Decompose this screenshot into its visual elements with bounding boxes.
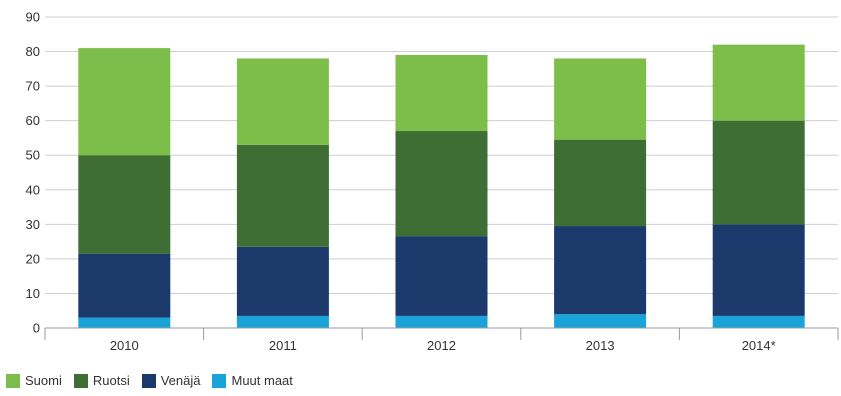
x-tick-label: 2014* (742, 338, 776, 353)
stacked-bar-chart: 0 10 20 30 40 50 60 70 80 90 2010 2011 2012 2013 2014… (26, 10, 839, 353)
y-tick-label: 0 (33, 321, 40, 336)
chart-legend: Suomi Ruotsi Venäjä Muut maat (6, 373, 305, 388)
bar-segment-ruotsi (236, 144, 329, 247)
bar-segment-venäjä (712, 224, 805, 316)
x-tick-label: 2011 (269, 338, 297, 353)
bar-segment-muut-maat (554, 314, 647, 328)
bar-segment-muut-maat (236, 315, 329, 328)
legend-swatch (73, 373, 88, 388)
bar-segment-venäjä (554, 226, 647, 315)
legend-swatch (6, 373, 20, 388)
y-tick-label: 90 (26, 10, 40, 25)
bar-segment-muut-maat (78, 317, 171, 328)
legend-label: Muut maat (231, 373, 293, 388)
legend-label: Venäjä (160, 373, 201, 388)
bars (78, 44, 805, 328)
legend-label: Ruotsi (92, 373, 130, 388)
legend-swatch (212, 373, 227, 388)
bar-segment-suomi (78, 48, 171, 156)
bar-segment-venäjä (78, 253, 171, 318)
bar-segment-venäjä (395, 236, 488, 316)
y-tick-label: 30 (26, 217, 40, 232)
y-tick-label: 40 (26, 182, 40, 197)
bar-segment-muut-maat (395, 315, 488, 328)
legend-item: Suomi (6, 373, 62, 388)
y-tick-label: 80 (26, 44, 40, 59)
y-tick-label: 70 (26, 79, 40, 94)
legend-item: Muut maat (212, 373, 293, 388)
bar-segment-muut-maat (712, 315, 805, 328)
x-tick-label: 2010 (110, 338, 139, 353)
bar-segment-suomi (554, 58, 647, 140)
y-tick-label: 60 (26, 113, 40, 128)
bar-segment-suomi (236, 58, 329, 145)
bar-segment-ruotsi (395, 131, 488, 237)
x-axis-ticks: 2010 2011 2012 2013 2014* (110, 338, 776, 353)
x-tick-label: 2013 (586, 338, 615, 353)
legend-item: Ruotsi (73, 373, 130, 388)
bar-segment-ruotsi (712, 120, 805, 225)
x-axis (44, 327, 839, 340)
bar-segment-suomi (712, 44, 805, 121)
y-tick-label: 20 (26, 251, 40, 266)
y-tick-label: 50 (26, 148, 40, 163)
bar-segment-suomi (395, 55, 488, 132)
bar-segment-venäjä (236, 246, 329, 316)
legend-item: Venäjä (141, 373, 201, 388)
x-tick-label: 2012 (427, 338, 456, 353)
bar-segment-ruotsi (78, 155, 171, 254)
y-axis-ticks: 0 10 20 30 40 50 60 70 80 90 (26, 10, 40, 336)
legend-label: Suomi (25, 373, 62, 388)
y-tick-label: 10 (26, 286, 40, 301)
legend-swatch (141, 373, 156, 388)
bar-segment-ruotsi (554, 139, 647, 227)
